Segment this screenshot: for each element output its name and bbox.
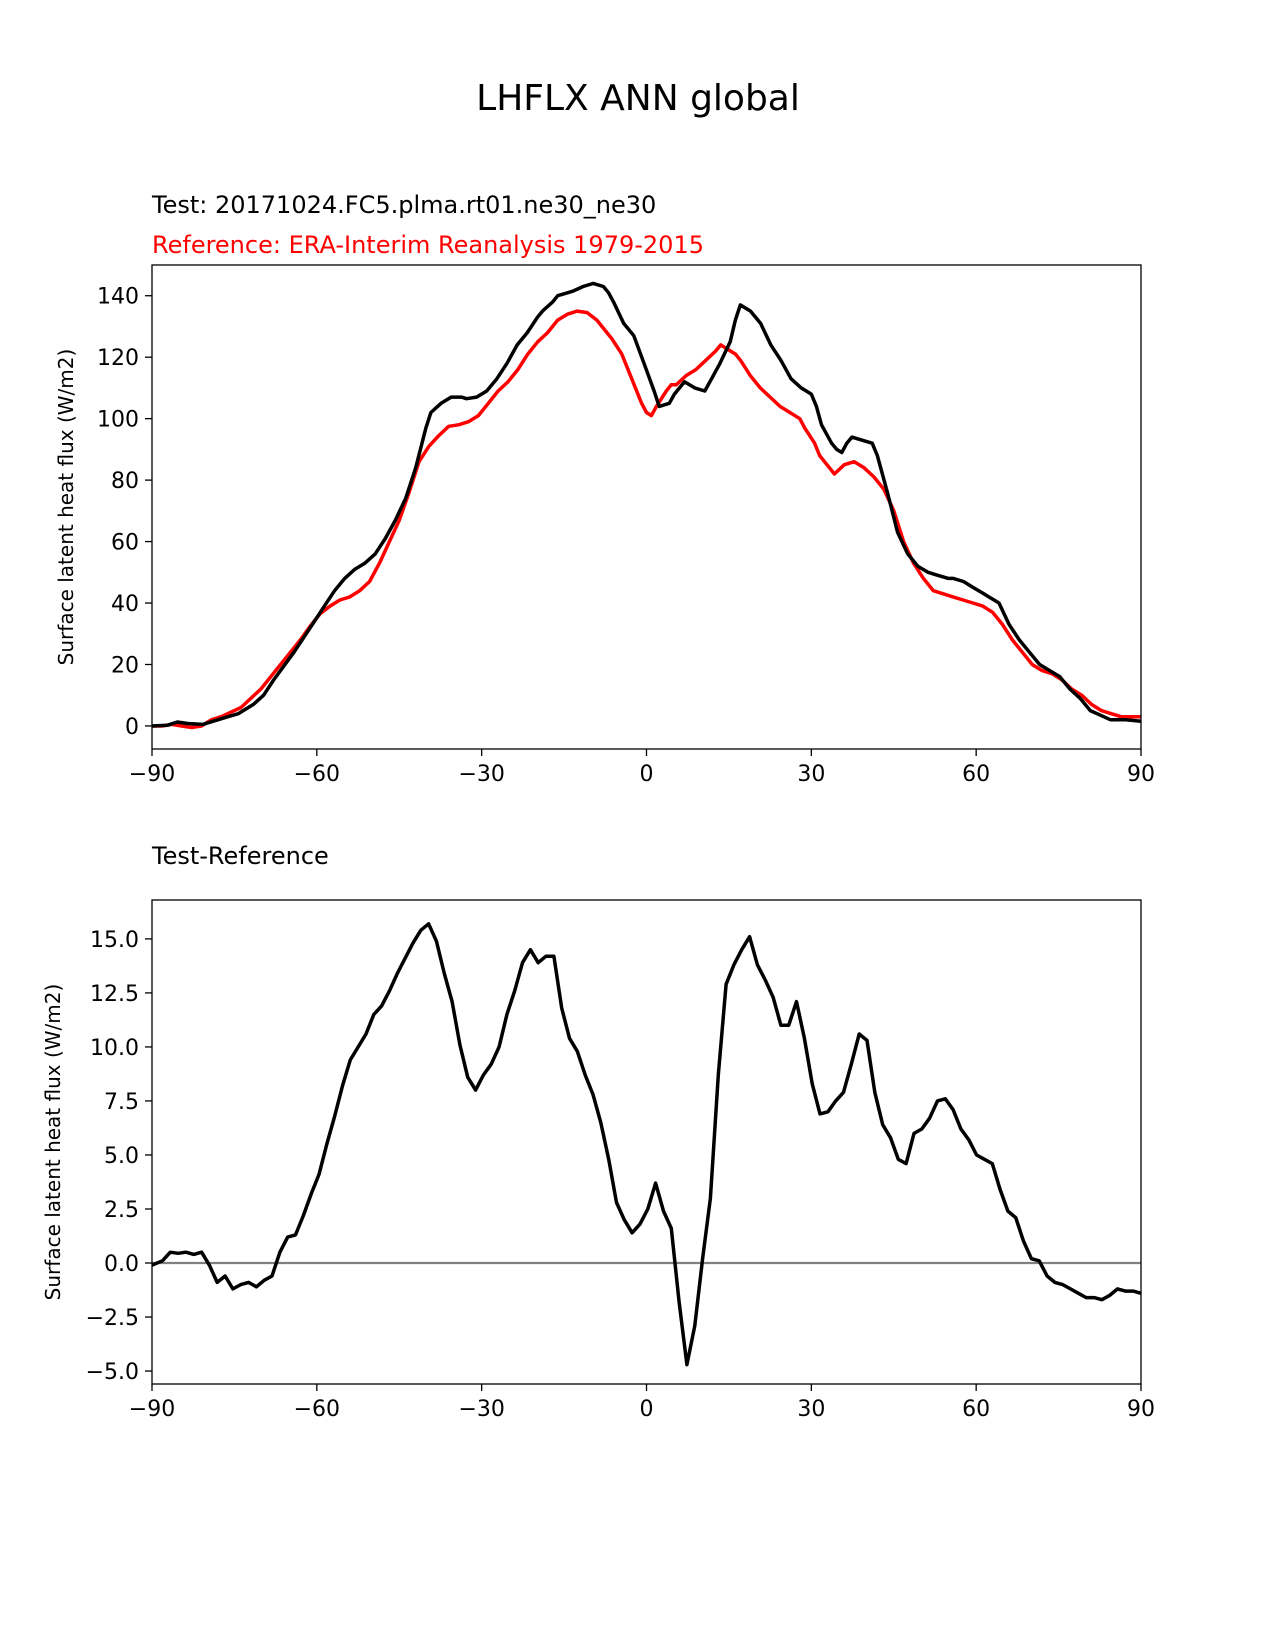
- top-y-tick-label: 0: [125, 715, 139, 740]
- top-y-tick-label: 140: [97, 285, 139, 310]
- bottom-title: Test-Reference: [151, 842, 329, 870]
- top-y-tick-label: 60: [111, 531, 139, 556]
- bottom-x-tick-label: 30: [797, 1397, 825, 1422]
- bottom-y-tick-label: 5.0: [104, 1144, 139, 1169]
- bottom-y-tick-label: 15.0: [90, 928, 139, 953]
- top-y-tick-label: 120: [97, 346, 139, 371]
- top-x-tick-label: −60: [294, 762, 340, 787]
- bottom-x-tick-label: −60: [294, 1397, 340, 1422]
- top-panel: Test: 20171024.FC5.plma.rt01.ne30_ne30 R…: [54, 191, 1155, 787]
- bottom-x-tick-label: 60: [962, 1397, 990, 1422]
- bottom-series-test-reference: [152, 922, 1141, 1367]
- bottom-x-tick-label: 0: [640, 1397, 654, 1422]
- bottom-axes: −90 −60 −30 0 30 60 90 −5.0 −2.5 0.0 2.5 5.0 7.5 10.0…: [86, 899, 1155, 1422]
- top-axes: −90 −60 −30 0 30 60 90 0 20 40 60 80 100 120 140: [97, 264, 1155, 787]
- top-y-tick-label: 100: [97, 408, 139, 433]
- bottom-x-tick-label: −30: [458, 1397, 504, 1422]
- top-plot-lines: [152, 281, 1141, 730]
- bottom-y-tick-label: 0.0: [104, 1252, 139, 1277]
- bottom-y-tick-label: −2.5: [86, 1306, 139, 1331]
- bottom-panel: Test-Reference Surface latent heat flux …: [41, 842, 1155, 1422]
- bottom-x-tick-label: −90: [129, 1397, 175, 1422]
- bottom-y-tick-label: 2.5: [104, 1198, 139, 1223]
- top-x-tick-label: 60: [962, 762, 990, 787]
- bottom-plot-area: [152, 922, 1141, 1367]
- bottom-y-tick-label: 12.5: [90, 982, 139, 1007]
- top-x-tick-label: 30: [797, 762, 825, 787]
- bottom-y-axis-label: Surface latent heat flux (W/m2): [41, 984, 65, 1301]
- top-y-tick-label: 40: [111, 592, 139, 617]
- top-x-tick-label: 0: [640, 762, 654, 787]
- top-y-tick-label: 20: [111, 653, 139, 678]
- top-x-tick-label: −30: [458, 762, 504, 787]
- bottom-plot-lines: [152, 922, 1141, 1367]
- bottom-y-tick-label: 10.0: [90, 1036, 139, 1061]
- top-series-test: [152, 281, 1141, 728]
- top-x-tick-label: 90: [1127, 762, 1155, 787]
- top-test-title: Test: 20171024.FC5.plma.rt01.ne30_ne30: [151, 191, 656, 219]
- top-series-reference: [152, 309, 1141, 730]
- top-reference-title: Reference: ERA-Interim Reanalysis 1979-2…: [152, 231, 704, 259]
- top-y-tick-label: 80: [111, 469, 139, 494]
- figure-title: LHFLX ANN global: [476, 78, 800, 119]
- top-y-axis-label: Surface latent heat flux (W/m2): [54, 349, 78, 666]
- top-plot-area: [152, 281, 1141, 730]
- bottom-x-tick-label: 90: [1127, 1397, 1155, 1422]
- top-x-tick-label: −90: [129, 762, 175, 787]
- bottom-y-tick-label: 7.5: [104, 1090, 139, 1115]
- bottom-y-tick-label: −5.0: [86, 1360, 139, 1385]
